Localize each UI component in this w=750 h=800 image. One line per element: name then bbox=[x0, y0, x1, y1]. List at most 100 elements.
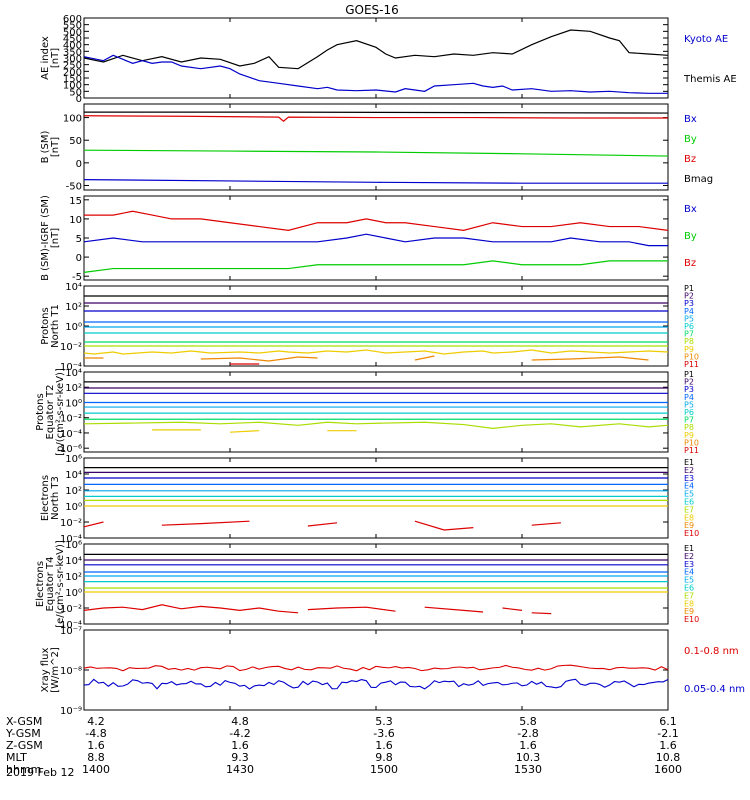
series-line bbox=[83, 604, 299, 614]
orbit-value: 1.6 bbox=[231, 739, 249, 752]
legend-e6: E6 bbox=[684, 498, 694, 507]
legend-e1: E1 bbox=[684, 458, 694, 467]
orbit-value: 1.6 bbox=[87, 739, 105, 752]
series-segment bbox=[531, 522, 561, 526]
orbit-table: X-GSMY-GSMZ-GSMMLThhmm4.2-4.81.68.814004… bbox=[5, 715, 682, 776]
legend-p5: P5 bbox=[684, 400, 694, 409]
orbit-value: 1.6 bbox=[659, 739, 677, 752]
orbit-value: 1.6 bbox=[519, 739, 537, 752]
legend-p7: P7 bbox=[684, 416, 694, 425]
series-segment bbox=[531, 612, 552, 615]
date-label: 2019 Feb 12 bbox=[6, 766, 74, 779]
series-segment bbox=[414, 520, 474, 531]
y-axis-label: Equator T4 bbox=[45, 557, 56, 612]
series-line bbox=[83, 149, 669, 157]
y-tick-label: 300 bbox=[63, 54, 82, 65]
y-axis-label: North T1 bbox=[50, 304, 61, 348]
orbit-value: -2.8 bbox=[517, 727, 538, 740]
orbit-value: 9.3 bbox=[231, 751, 249, 764]
y-tick-label: 10² bbox=[65, 486, 82, 497]
legend-e5: E5 bbox=[684, 576, 694, 585]
y-axis-label: Xray flux bbox=[40, 648, 51, 693]
y-tick-label: 10⁻⁴ bbox=[60, 534, 82, 545]
y-tick-label: 50 bbox=[69, 87, 82, 98]
orbit-value: 9.8 bbox=[375, 751, 393, 764]
y-tick-label: 350 bbox=[63, 47, 82, 58]
y-axis-label: [W/m^2] bbox=[50, 647, 61, 693]
panel-8: 10⁻⁹ 10⁻⁸ 10⁻⁷ Xray flux [W/m^2] 0.1-0.8 nm 0.… bbox=[40, 626, 745, 717]
y-tick-label: 10⁻⁴ bbox=[60, 620, 82, 631]
y-tick-label: 10⁰ bbox=[65, 322, 82, 333]
legend-p4: P4 bbox=[684, 307, 694, 316]
panel-2: -50 0 50 100 B (SM) [nT] Bx By Bz Bmag bbox=[40, 103, 713, 192]
orbit-label-y-gsm: Y-GSM bbox=[5, 727, 41, 740]
series-segment bbox=[161, 520, 250, 526]
orbit-label-x-gsm: X-GSM bbox=[6, 715, 42, 728]
legend-p7: P7 bbox=[684, 330, 694, 339]
panel-4: 10⁻⁴ 10⁻² 10⁰ 10² 10⁴ Protons North T1 P1P2P3P4… bbox=[40, 282, 699, 373]
y-axis-label: Electrons bbox=[40, 475, 51, 521]
series-segment bbox=[200, 356, 318, 362]
y-tick-label: 100 bbox=[63, 114, 82, 125]
legend-p11: P11 bbox=[684, 446, 699, 455]
panel-5: 10⁻⁶ 10⁻⁴ 10⁻² 10⁰ 10² 10⁴ Protons Equator T2 [p… bbox=[35, 368, 699, 456]
y-tick-label: 10⁻² bbox=[60, 604, 82, 615]
series-line bbox=[83, 29, 669, 70]
y-tick-label: 450 bbox=[63, 34, 82, 45]
legend-e8: E8 bbox=[684, 599, 694, 608]
series-line bbox=[83, 178, 668, 184]
y-tick-label: 250 bbox=[63, 61, 82, 72]
y-tick-label: 10⁻⁴ bbox=[60, 362, 82, 373]
legend-p8: P8 bbox=[684, 337, 694, 346]
legend-themis-ae: Themis AE bbox=[683, 74, 737, 85]
y-tick-label: 200 bbox=[63, 67, 82, 78]
y-tick-label: 10⁻⁴ bbox=[60, 429, 82, 440]
y-axis-label: B (SM) bbox=[40, 130, 51, 163]
legend-e9: E9 bbox=[684, 521, 694, 530]
panel-3: -5 0 5 10 15 B (SM)-IGRF (SM) [nT] Bx By Bz bbox=[40, 195, 697, 283]
series-segment bbox=[502, 607, 523, 611]
y-tick-label: 100 bbox=[63, 81, 82, 92]
legend-bx: Bx bbox=[684, 114, 697, 125]
legend-e2: E2 bbox=[684, 466, 694, 475]
legend-bmag: Bmag bbox=[684, 174, 713, 185]
y-tick-label: 10⁶ bbox=[65, 540, 82, 551]
legend-kyoto-ae: Kyoto AE bbox=[684, 34, 728, 45]
y-tick-label: 10⁴ bbox=[65, 556, 82, 567]
legend-e7: E7 bbox=[684, 591, 694, 600]
orbit-value: 1530 bbox=[514, 763, 542, 776]
y-tick-label: 10² bbox=[65, 302, 82, 313]
orbit-label-hhmm: hhmm bbox=[6, 763, 41, 776]
y-tick-label: 10⁻² bbox=[60, 518, 82, 529]
legend-p11: P11 bbox=[684, 360, 699, 369]
legend-e6: E6 bbox=[684, 584, 694, 593]
y-tick-label: 550 bbox=[63, 21, 82, 32]
y-tick-label: 10⁴ bbox=[65, 470, 82, 481]
legend-by: By bbox=[684, 231, 697, 242]
y-tick-label: 0 bbox=[76, 253, 82, 264]
orbit-value: 6.1 bbox=[659, 715, 677, 728]
y-tick-label: 10⁻² bbox=[60, 414, 82, 425]
legend-e10: E10 bbox=[684, 529, 699, 538]
orbit-label-z-gsm: Z-GSM bbox=[6, 739, 43, 752]
orbit-value: 1.6 bbox=[375, 739, 393, 752]
y-tick-label: 10⁻⁸ bbox=[60, 666, 82, 677]
legend-p1: P1 bbox=[684, 370, 694, 379]
legend-0-05-0-4-nm: 0.05-0.4 nm bbox=[684, 684, 745, 695]
legend-p3: P3 bbox=[684, 385, 694, 394]
legend-p9: P9 bbox=[684, 345, 694, 354]
legend-p2: P2 bbox=[684, 292, 694, 301]
series-line bbox=[83, 54, 668, 94]
y-tick-label: 10² bbox=[65, 572, 82, 583]
orbit-value: 1600 bbox=[654, 763, 682, 776]
orbit-value: 8.8 bbox=[87, 751, 105, 764]
series-segment bbox=[83, 521, 104, 528]
y-tick-label: 50 bbox=[69, 136, 82, 147]
panel-frame bbox=[83, 457, 669, 539]
orbit-value: -3.6 bbox=[373, 727, 394, 740]
y-tick-label: -50 bbox=[66, 181, 82, 192]
y-tick-label: 500 bbox=[63, 27, 82, 38]
orbit-value: 1430 bbox=[226, 763, 254, 776]
legend-p1: P1 bbox=[684, 284, 694, 293]
